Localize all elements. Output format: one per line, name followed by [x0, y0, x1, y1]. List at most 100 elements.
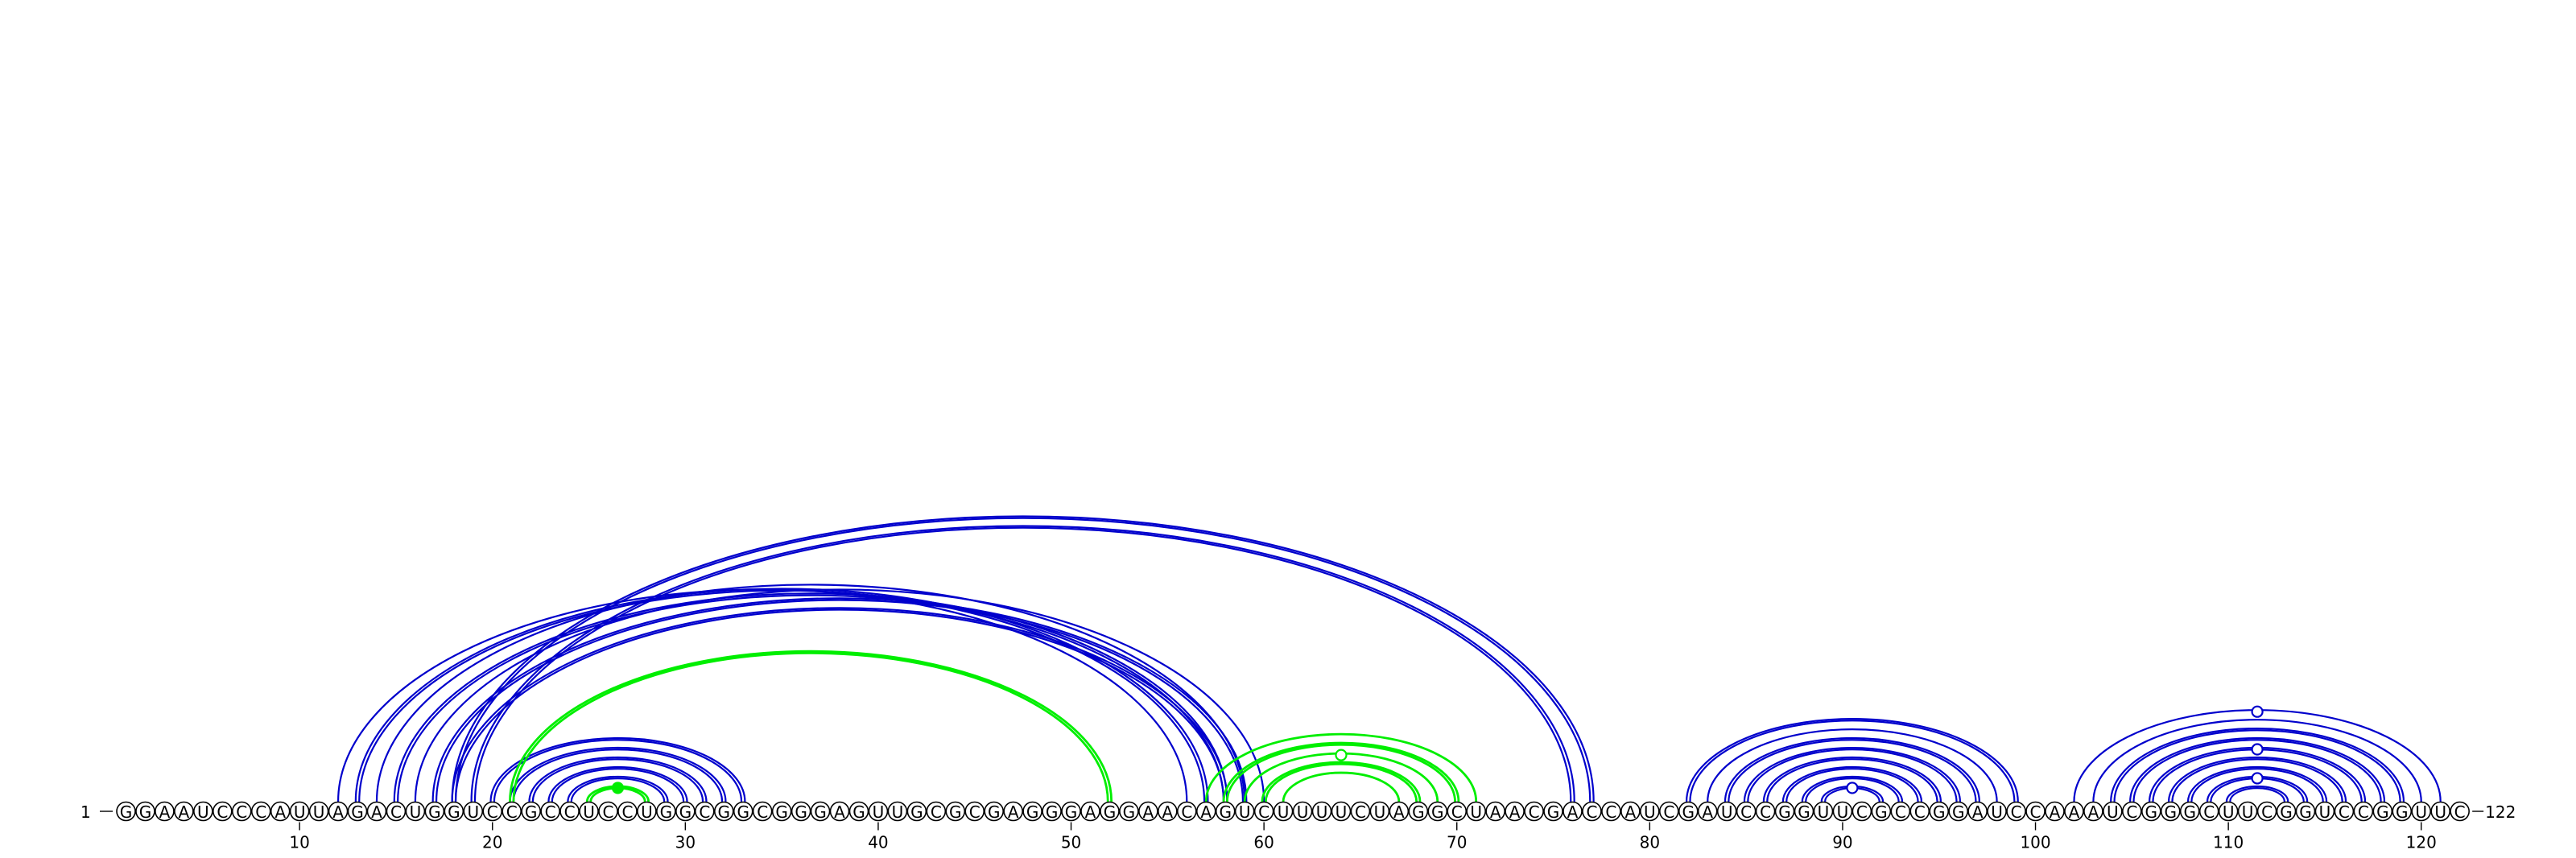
blue-base-pair-arc	[470, 525, 1575, 802]
nucleotide-letter: C	[2011, 802, 2022, 822]
nucleotide-circle	[1195, 801, 1216, 822]
nucleotide-letter: U	[1297, 802, 1309, 822]
nucleotide: A	[1080, 801, 1100, 822]
nucleotide: C	[1601, 801, 1621, 822]
nucleotide: G	[1543, 801, 1563, 822]
nucleotide-letter: U	[1239, 802, 1251, 822]
blue-base-pair-arc	[512, 749, 724, 802]
nucleotide-letter: G	[814, 802, 827, 822]
base-pair-arcs	[336, 515, 2442, 802]
nucleotide-circle	[2450, 801, 2470, 822]
nucleotide: G	[2160, 801, 2181, 822]
nucleotide: C	[1909, 801, 1930, 822]
nucleotide-circle	[1909, 801, 1930, 822]
nucleotide-circle	[2025, 801, 2046, 822]
nucleotide-letter: U	[892, 802, 904, 822]
nucleotide-circle	[771, 801, 792, 822]
nucleotide-circle	[366, 801, 387, 822]
nucleotide-circle	[926, 801, 947, 822]
nucleotide-circle	[868, 801, 889, 822]
green-base-pair-arc	[1282, 771, 1401, 802]
nucleotide-letter: C	[1856, 802, 1868, 822]
nucleotide: A	[174, 801, 194, 822]
nucleotide-letter: U	[1335, 802, 1348, 822]
nucleotide-letter: A	[1393, 802, 1405, 822]
nucleotide: A	[1563, 801, 1583, 822]
nucleotide-circle	[2006, 801, 2026, 822]
nucleotide-letter: G	[1412, 802, 1425, 822]
nucleotide: A	[1195, 801, 1216, 822]
nucleotide-letter: U	[197, 802, 209, 822]
nucleotide-letter: A	[1200, 802, 1212, 822]
nucleotide-circle	[1408, 801, 1429, 822]
nucleotide: G	[2141, 801, 2161, 822]
nucleotide-circle	[521, 801, 541, 822]
nucleotide: U	[1987, 801, 2007, 822]
nucleotide-circle	[733, 801, 753, 822]
start-index-label: 1	[80, 802, 91, 822]
nucleotide: C	[386, 801, 407, 822]
nucleotide-circle	[1253, 801, 1274, 822]
nucleotide-circle	[1350, 801, 1371, 822]
nucleotide: G	[791, 801, 811, 822]
nucleotide-circle	[1890, 801, 1911, 822]
nucleotide: C	[926, 801, 947, 822]
blue-base-pair-arc	[2129, 736, 2386, 802]
blue-base-pair-arc	[1707, 728, 1998, 802]
nucleotide-circle	[2103, 801, 2123, 822]
nucleotide-circle	[1273, 801, 1294, 822]
blue-base-pair-arc	[551, 768, 685, 802]
nucleotide-letter: G	[1046, 802, 1059, 822]
nucleotide-circle	[1061, 801, 1081, 822]
nucleotide: C	[964, 801, 985, 822]
nucleotide-circle	[2122, 801, 2142, 822]
nucleotide-letter: G	[2376, 802, 2389, 822]
nucleotide-circle	[1620, 801, 1641, 822]
nucleotide-letter: C	[564, 802, 576, 822]
green-base-pair-arc	[1204, 732, 1478, 802]
blue-base-pair-arc	[2229, 787, 2285, 802]
nucleotide: C	[1177, 801, 1197, 822]
nucleotide-circle	[1524, 801, 1544, 822]
nucleotide-circle	[906, 801, 927, 822]
tick-label: 40	[868, 833, 888, 852]
blue-base-pair-arc	[567, 775, 669, 802]
nucleotide-letter: G	[1123, 802, 1136, 822]
nucleotide-letter: G	[525, 802, 538, 822]
nucleotide: G	[2392, 801, 2413, 822]
nucleotide: G	[675, 801, 696, 822]
nucleotide-letter: C	[1529, 802, 1540, 822]
nucleotide: A	[1505, 801, 1525, 822]
nucleotide-circle	[2198, 801, 2219, 822]
nucleotide-letter: U	[467, 802, 479, 822]
loop-marker	[611, 782, 625, 794]
nucleotide-circle	[135, 801, 155, 822]
nucleotide: C	[2334, 801, 2355, 822]
nucleotide-letter: U	[2242, 802, 2254, 822]
nucleotide-letter: G	[2280, 802, 2293, 822]
blue-base-pair-arc	[454, 517, 1591, 802]
nucleotide-circle	[1311, 801, 1332, 822]
nucleotide: C	[2198, 801, 2219, 822]
blue-base-pair-arc	[1781, 765, 1923, 802]
nucleotide-circle	[2237, 801, 2258, 822]
nucleotide-letter: G	[1778, 802, 1791, 822]
nucleotide-letter: G	[1798, 802, 1810, 822]
nucleotide-circle	[2295, 801, 2316, 822]
nucleotide: G	[1061, 801, 1081, 822]
nucleotide-circle	[637, 801, 657, 822]
nucleotide: U	[1311, 801, 1332, 822]
nucleotide-circle	[2276, 801, 2297, 822]
blue-base-pair-arc	[375, 584, 1246, 802]
nucleotide: G	[521, 801, 541, 822]
nucleotide: A	[2045, 801, 2065, 822]
blue-base-pair-arc	[509, 746, 727, 802]
nucleotide: U	[1832, 801, 1853, 822]
nucleotide-circle	[1774, 801, 1795, 822]
position-ticks: 10 20 30 40 50 60 70 80 90 100 110 120	[289, 822, 2437, 852]
nucleotide-circle	[444, 801, 464, 822]
nucleotide: G	[1871, 801, 1892, 822]
nucleotide-letter: G	[1104, 802, 1117, 822]
nucleotide-circle	[694, 801, 715, 822]
tick-label: 20	[482, 833, 502, 852]
